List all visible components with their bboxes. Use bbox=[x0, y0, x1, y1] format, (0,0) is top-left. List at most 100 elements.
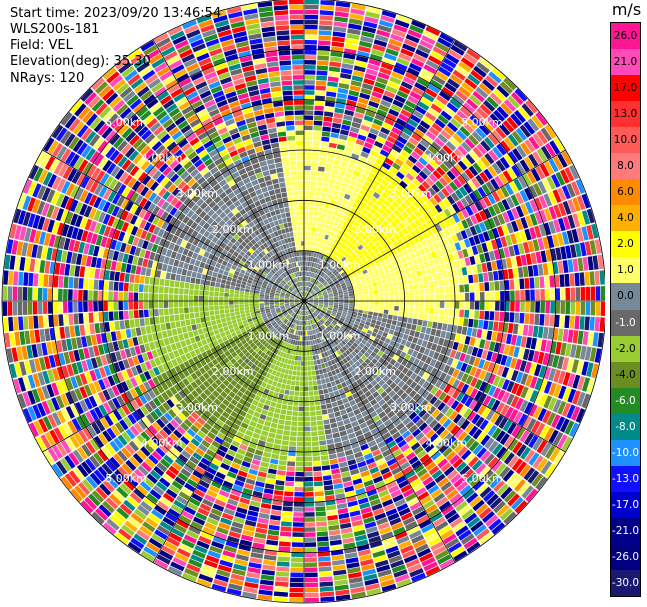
velocity-bin bbox=[408, 168, 418, 178]
velocity-bin bbox=[366, 176, 374, 184]
velocity-bin bbox=[425, 26, 441, 36]
velocity-bin bbox=[356, 160, 365, 168]
velocity-bin bbox=[285, 384, 291, 390]
velocity-bin bbox=[425, 356, 432, 365]
velocity-bin bbox=[352, 271, 358, 276]
velocity-bin bbox=[517, 267, 524, 278]
velocity-bin bbox=[313, 305, 318, 308]
velocity-bin bbox=[305, 286, 307, 292]
velocity-bin bbox=[306, 293, 310, 297]
velocity-bin bbox=[308, 295, 312, 299]
velocity-bin bbox=[357, 325, 364, 331]
velocity-bin bbox=[328, 183, 335, 190]
velocity-bin bbox=[472, 90, 485, 103]
velocity-bin bbox=[334, 11, 349, 18]
velocity-bin bbox=[431, 251, 438, 259]
velocity-bin bbox=[378, 104, 390, 113]
velocity-bin bbox=[589, 347, 597, 362]
velocity-bin bbox=[454, 301, 460, 309]
velocity-bin bbox=[555, 341, 562, 355]
velocity-bin bbox=[570, 301, 576, 315]
velocity-bin bbox=[418, 170, 428, 180]
velocity-bin bbox=[398, 113, 409, 122]
velocity-bin bbox=[523, 156, 535, 170]
velocity-bin bbox=[362, 26, 377, 34]
velocity-bin bbox=[300, 361, 304, 366]
velocity-bin bbox=[360, 35, 374, 44]
velocity-bin bbox=[449, 285, 455, 293]
velocity-bin bbox=[566, 404, 576, 419]
velocity-bin bbox=[345, 188, 353, 196]
velocity-bin bbox=[437, 37, 452, 48]
velocity-bin bbox=[309, 391, 314, 396]
velocity-bin bbox=[317, 282, 322, 287]
velocity-bin bbox=[367, 200, 375, 208]
velocity-bin bbox=[425, 163, 435, 173]
velocity-bin bbox=[464, 292, 470, 301]
velocity-bin bbox=[337, 87, 349, 95]
velocity-bin bbox=[510, 301, 515, 312]
velocity-bin bbox=[327, 271, 332, 276]
velocity-bin bbox=[329, 204, 335, 210]
velocity-bin bbox=[266, 539, 279, 546]
velocity-bin bbox=[434, 287, 440, 294]
velocity-bin bbox=[318, 253, 322, 259]
velocity-bin bbox=[347, 28, 361, 35]
velocity-bin bbox=[308, 386, 314, 391]
velocity-bin bbox=[332, 308, 338, 312]
velocity-bin bbox=[339, 165, 347, 172]
velocity-bin bbox=[349, 257, 355, 263]
velocity-bin bbox=[386, 262, 393, 269]
velocity-bin bbox=[386, 135, 397, 144]
velocity-bin bbox=[478, 392, 488, 404]
velocity-bin bbox=[316, 359, 321, 365]
velocity-bin bbox=[322, 255, 327, 261]
velocity-bin bbox=[449, 73, 463, 85]
velocity-bin bbox=[352, 117, 363, 124]
velocity-bin bbox=[446, 170, 456, 181]
velocity-bin bbox=[525, 215, 533, 228]
velocity-bin bbox=[319, 299, 324, 301]
velocity-bin bbox=[312, 278, 316, 283]
velocity-bin bbox=[439, 211, 448, 221]
velocity-bin bbox=[402, 176, 412, 185]
velocity-bin bbox=[332, 385, 338, 392]
velocity-bin bbox=[343, 53, 356, 60]
velocity-bin bbox=[384, 117, 395, 126]
velocity-bin bbox=[261, 409, 268, 416]
velocity-bin bbox=[506, 368, 514, 380]
velocity-bin bbox=[369, 335, 376, 341]
velocity-bin bbox=[493, 321, 499, 332]
velocity-bin bbox=[447, 78, 460, 89]
velocity-bin bbox=[359, 40, 373, 48]
velocity-bin bbox=[428, 281, 434, 288]
velocity-bin bbox=[364, 16, 379, 24]
velocity-bin bbox=[363, 324, 370, 330]
velocity-bin bbox=[323, 282, 328, 287]
velocity-bin bbox=[466, 266, 473, 275]
velocity-bin bbox=[418, 282, 424, 289]
velocity-bin bbox=[267, 411, 274, 417]
velocity-bin bbox=[297, 426, 304, 432]
velocity-bin bbox=[308, 381, 313, 386]
velocity-bin bbox=[298, 401, 304, 407]
velocity-bin bbox=[264, 420, 272, 427]
velocity-bin bbox=[308, 302, 314, 304]
velocity-bin bbox=[527, 240, 535, 253]
velocity-bin bbox=[321, 465, 331, 471]
velocity-bin bbox=[489, 113, 502, 126]
velocity-bin bbox=[524, 187, 534, 201]
velocity-bin bbox=[507, 167, 517, 180]
velocity-bin bbox=[348, 229, 354, 236]
velocity-bin bbox=[348, 18, 363, 26]
velocity-bin bbox=[390, 324, 396, 331]
velocity-bin bbox=[382, 264, 388, 271]
velocity-bin bbox=[332, 189, 340, 196]
velocity-bin bbox=[329, 137, 338, 144]
velocity-bin bbox=[391, 126, 402, 136]
velocity-bin bbox=[566, 183, 576, 198]
velocity-bin bbox=[319, 278, 324, 283]
velocity-bin bbox=[289, 441, 297, 447]
velocity-bin bbox=[380, 62, 394, 71]
velocity-bin bbox=[313, 303, 318, 306]
